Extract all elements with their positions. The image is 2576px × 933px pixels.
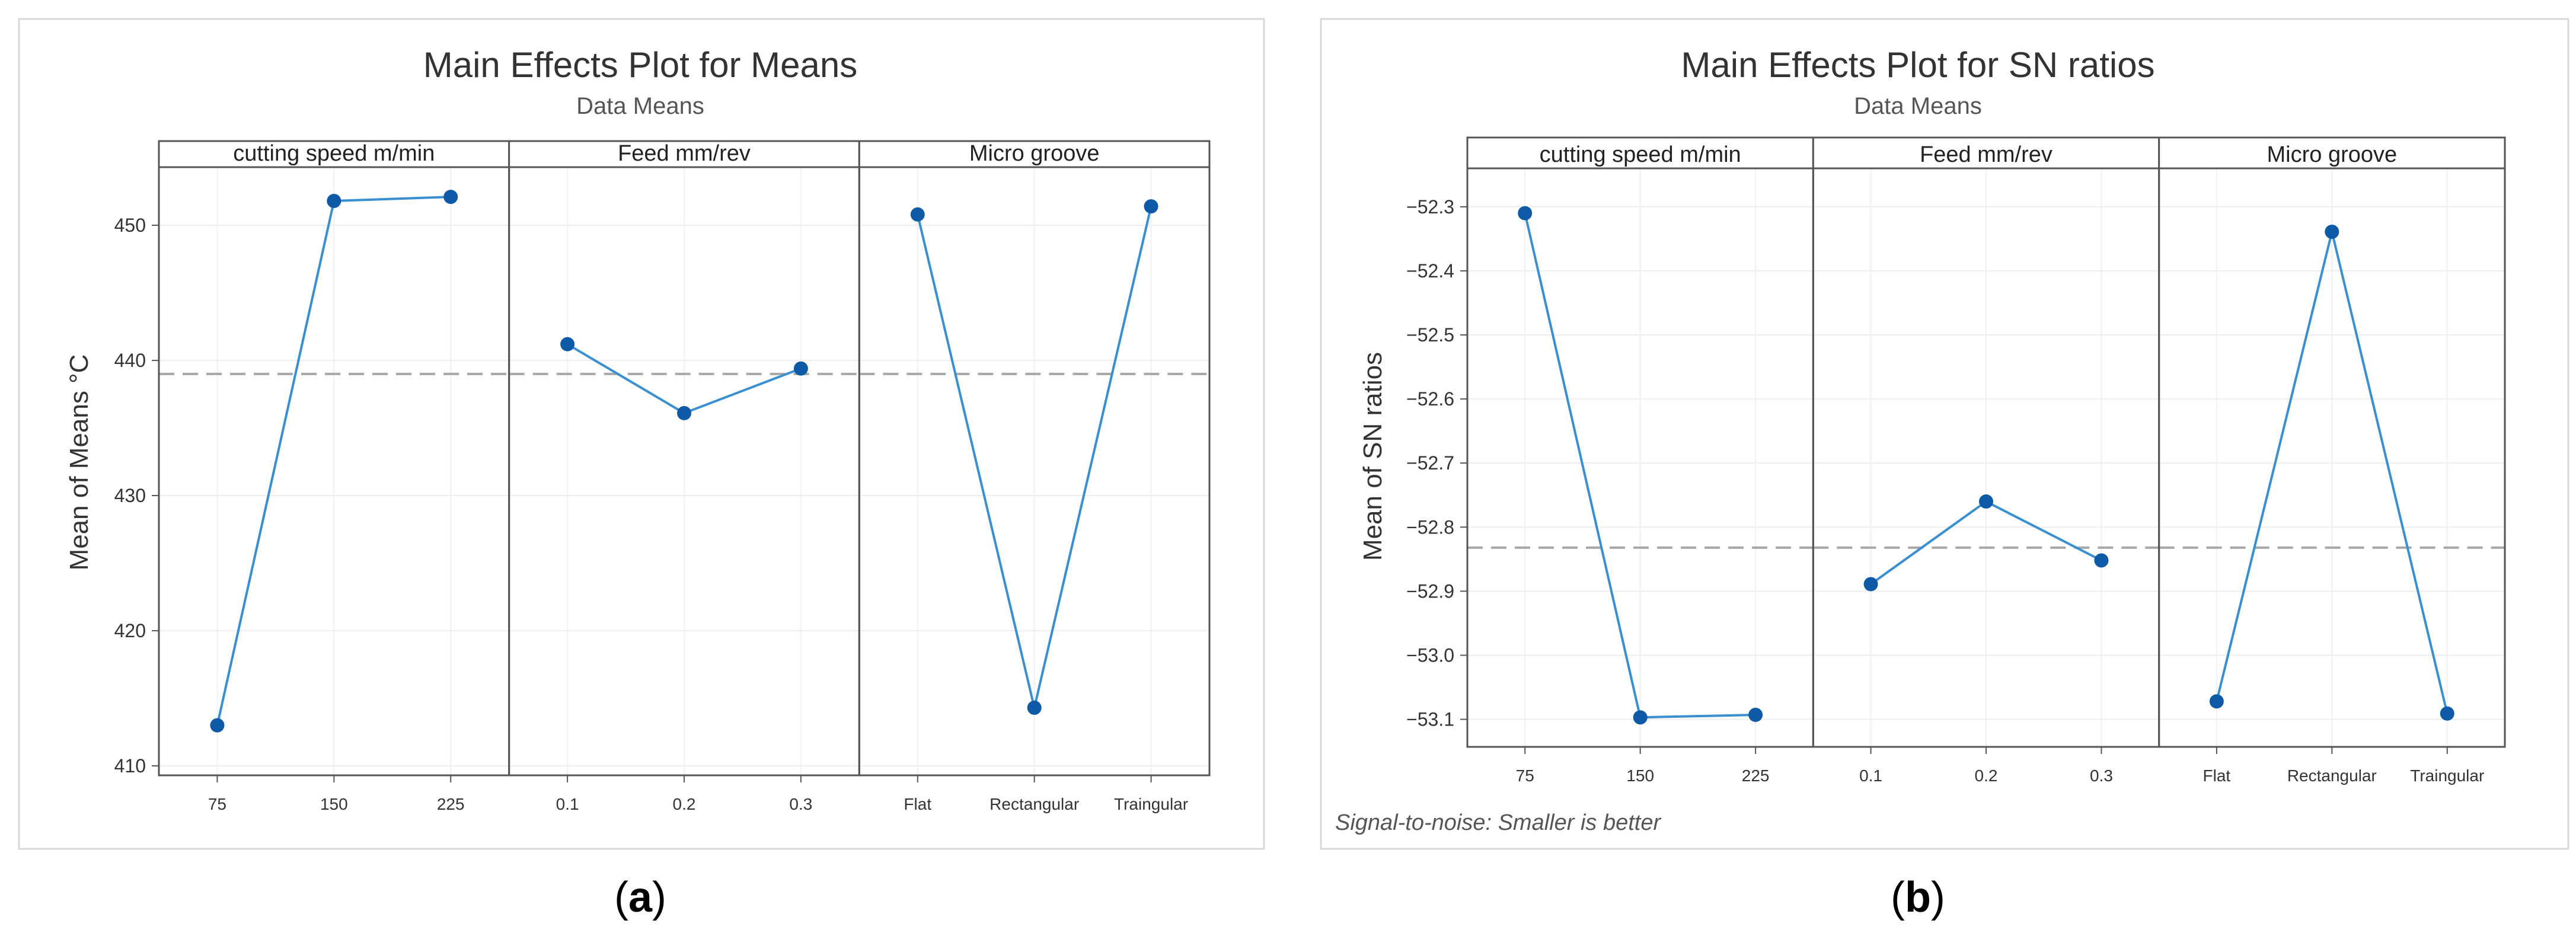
chart-b-plot-area: −53.1 −53.0 −52.9 −52.8 −52.7 −52.6 −52.5 −52.4… [1406, 136, 2506, 785]
chart-b-panel-2-title: Feed mm/rev [1920, 142, 2052, 167]
chart-b: Main Effects Plot for SN ratios Data Mea… [1320, 18, 2569, 921]
chart-b-y-tick-label: −52.4 [1406, 260, 1454, 282]
chart-b-footnote: Signal-to-noise: Smaller is better [1335, 810, 1661, 835]
chart-b-panel-1-x-tick-label: 75 [1516, 766, 1534, 785]
chart-a-plot-area: 410 420 430 440 450 cutting speed m/min 75 150 2… [114, 140, 1211, 813]
chart-a-panel-3-title: Micro groove [969, 141, 1100, 166]
chart-a-panel-1-title: cutting speed m/min [233, 141, 435, 166]
chart-a-y-tick-label: 410 [114, 755, 146, 777]
chart-a-panel-3-x-tick-label: Traingular [1114, 795, 1188, 813]
chart-a-y-tick-label: 430 [114, 485, 146, 506]
chart-b-panel-1-point [1518, 206, 1533, 221]
svg-text:(b): (b) [1891, 874, 1945, 921]
chart-a-panel-2-point [793, 361, 808, 376]
chart-a-y-tick-label: 450 [114, 215, 146, 236]
chart-a-panel-1-x-tick-label: 150 [320, 795, 348, 813]
chart-a-title: Main Effects Plot for Means [423, 45, 858, 85]
chart-a-panel-1-point [210, 718, 225, 733]
chart-b-panel-1-x-tick-label: 225 [1742, 766, 1770, 785]
chart-b-panel-2-x-tick-label: 0.3 [2090, 766, 2113, 785]
chart-b-panel-1-point [1748, 707, 1763, 722]
chart-b-panel-3-point [2325, 225, 2339, 239]
chart-a-panel-1-x-tick-label: 225 [437, 795, 465, 813]
chart-b-y-tick-label: −52.6 [1406, 388, 1454, 410]
chart-b-subtitle: Data Means [1854, 93, 1982, 119]
chart-a-panel-1-point [443, 190, 458, 205]
chart-b-y-tick-label: −52.7 [1406, 452, 1454, 474]
chart-b-panel-1-title: cutting speed m/min [1540, 142, 1741, 167]
chart-a-y-label: Mean of Means °C [65, 354, 94, 571]
chart-a-panel-2-header [508, 140, 860, 168]
chart-b-panel-2-x-tick-label: 0.2 [1975, 766, 1998, 785]
chart-a-panel-3-x-tick-label: Rectangular [989, 795, 1079, 813]
chart-a-panel-2-x-tick-label: 0.1 [556, 795, 579, 813]
chart-a-panel-1-point [327, 194, 341, 208]
chart-b-panel-3-header [2158, 136, 2506, 170]
chart-a-panel-3-point [910, 207, 925, 222]
chart-a-caption: (a) [614, 874, 666, 921]
chart-b-panel-3-x-tick-label: Rectangular [2287, 766, 2377, 785]
chart-b-panel-3-x-tick-label: Traingular [2410, 766, 2484, 785]
chart-a-caption-letter: a [628, 874, 653, 921]
chart-a: Main Effects Plot for Means Data Means M… [18, 18, 1265, 921]
chart-b-y-tick-label: −52.5 [1406, 324, 1454, 346]
chart-b-y-tick-label: −53.0 [1406, 644, 1454, 666]
chart-a-panel-1-x-tick-label: 75 [208, 795, 226, 813]
chart-b-panel-3-point [2209, 694, 2224, 709]
chart-a-panel-2-point [560, 337, 575, 352]
chart-b-y-tick-label: −53.1 [1406, 709, 1454, 730]
chart-b-panel-2-point [2094, 553, 2109, 568]
chart-a-panel-3-point [1027, 701, 1042, 715]
chart-a-panel-2-point [677, 405, 691, 420]
chart-b-y-tick-label: −52.3 [1406, 196, 1454, 218]
chart-a-panel-2-x-tick-label: 0.3 [789, 795, 812, 813]
chart-b-panel-3-x-tick-label: Flat [2203, 766, 2231, 785]
svg-text:(a): (a) [614, 874, 666, 921]
chart-b-caption: (b) [1891, 874, 1945, 921]
chart-a-panel-3-x-tick-label: Flat [904, 795, 931, 813]
chart-b-panel-2-point [1863, 577, 1878, 592]
chart-b-caption-letter: b [1905, 874, 1931, 921]
chart-b-panel-2-x-tick-label: 0.1 [1859, 766, 1882, 785]
chart-b-title: Main Effects Plot for SN ratios [1681, 45, 2154, 85]
chart-b-y-tick-label: −52.8 [1406, 516, 1454, 538]
chart-b-y-label: Mean of SN ratios [1358, 352, 1387, 561]
chart-b-panel-3-point [2440, 706, 2454, 721]
chart-b-panel-2-header [1812, 136, 2160, 170]
chart-a-subtitle: Data Means [576, 93, 704, 119]
chart-a-y-tick-label: 420 [114, 620, 146, 641]
chart-a-y-tick-label: 440 [114, 350, 146, 371]
chart-a-panel-3-point [1144, 199, 1158, 214]
chart-b-panel-1-point [1633, 710, 1648, 725]
chart-b-panel-1-x-tick-label: 150 [1626, 766, 1654, 785]
chart-a-panel-2-x-tick-label: 0.2 [673, 795, 696, 813]
chart-b-panel-2-point [1979, 494, 1993, 509]
chart-a-panel-2-title: Feed mm/rev [618, 141, 751, 166]
chart-b-y-tick-label: −52.9 [1406, 580, 1454, 602]
chart-b-panel-3-title: Micro groove [2267, 142, 2398, 167]
